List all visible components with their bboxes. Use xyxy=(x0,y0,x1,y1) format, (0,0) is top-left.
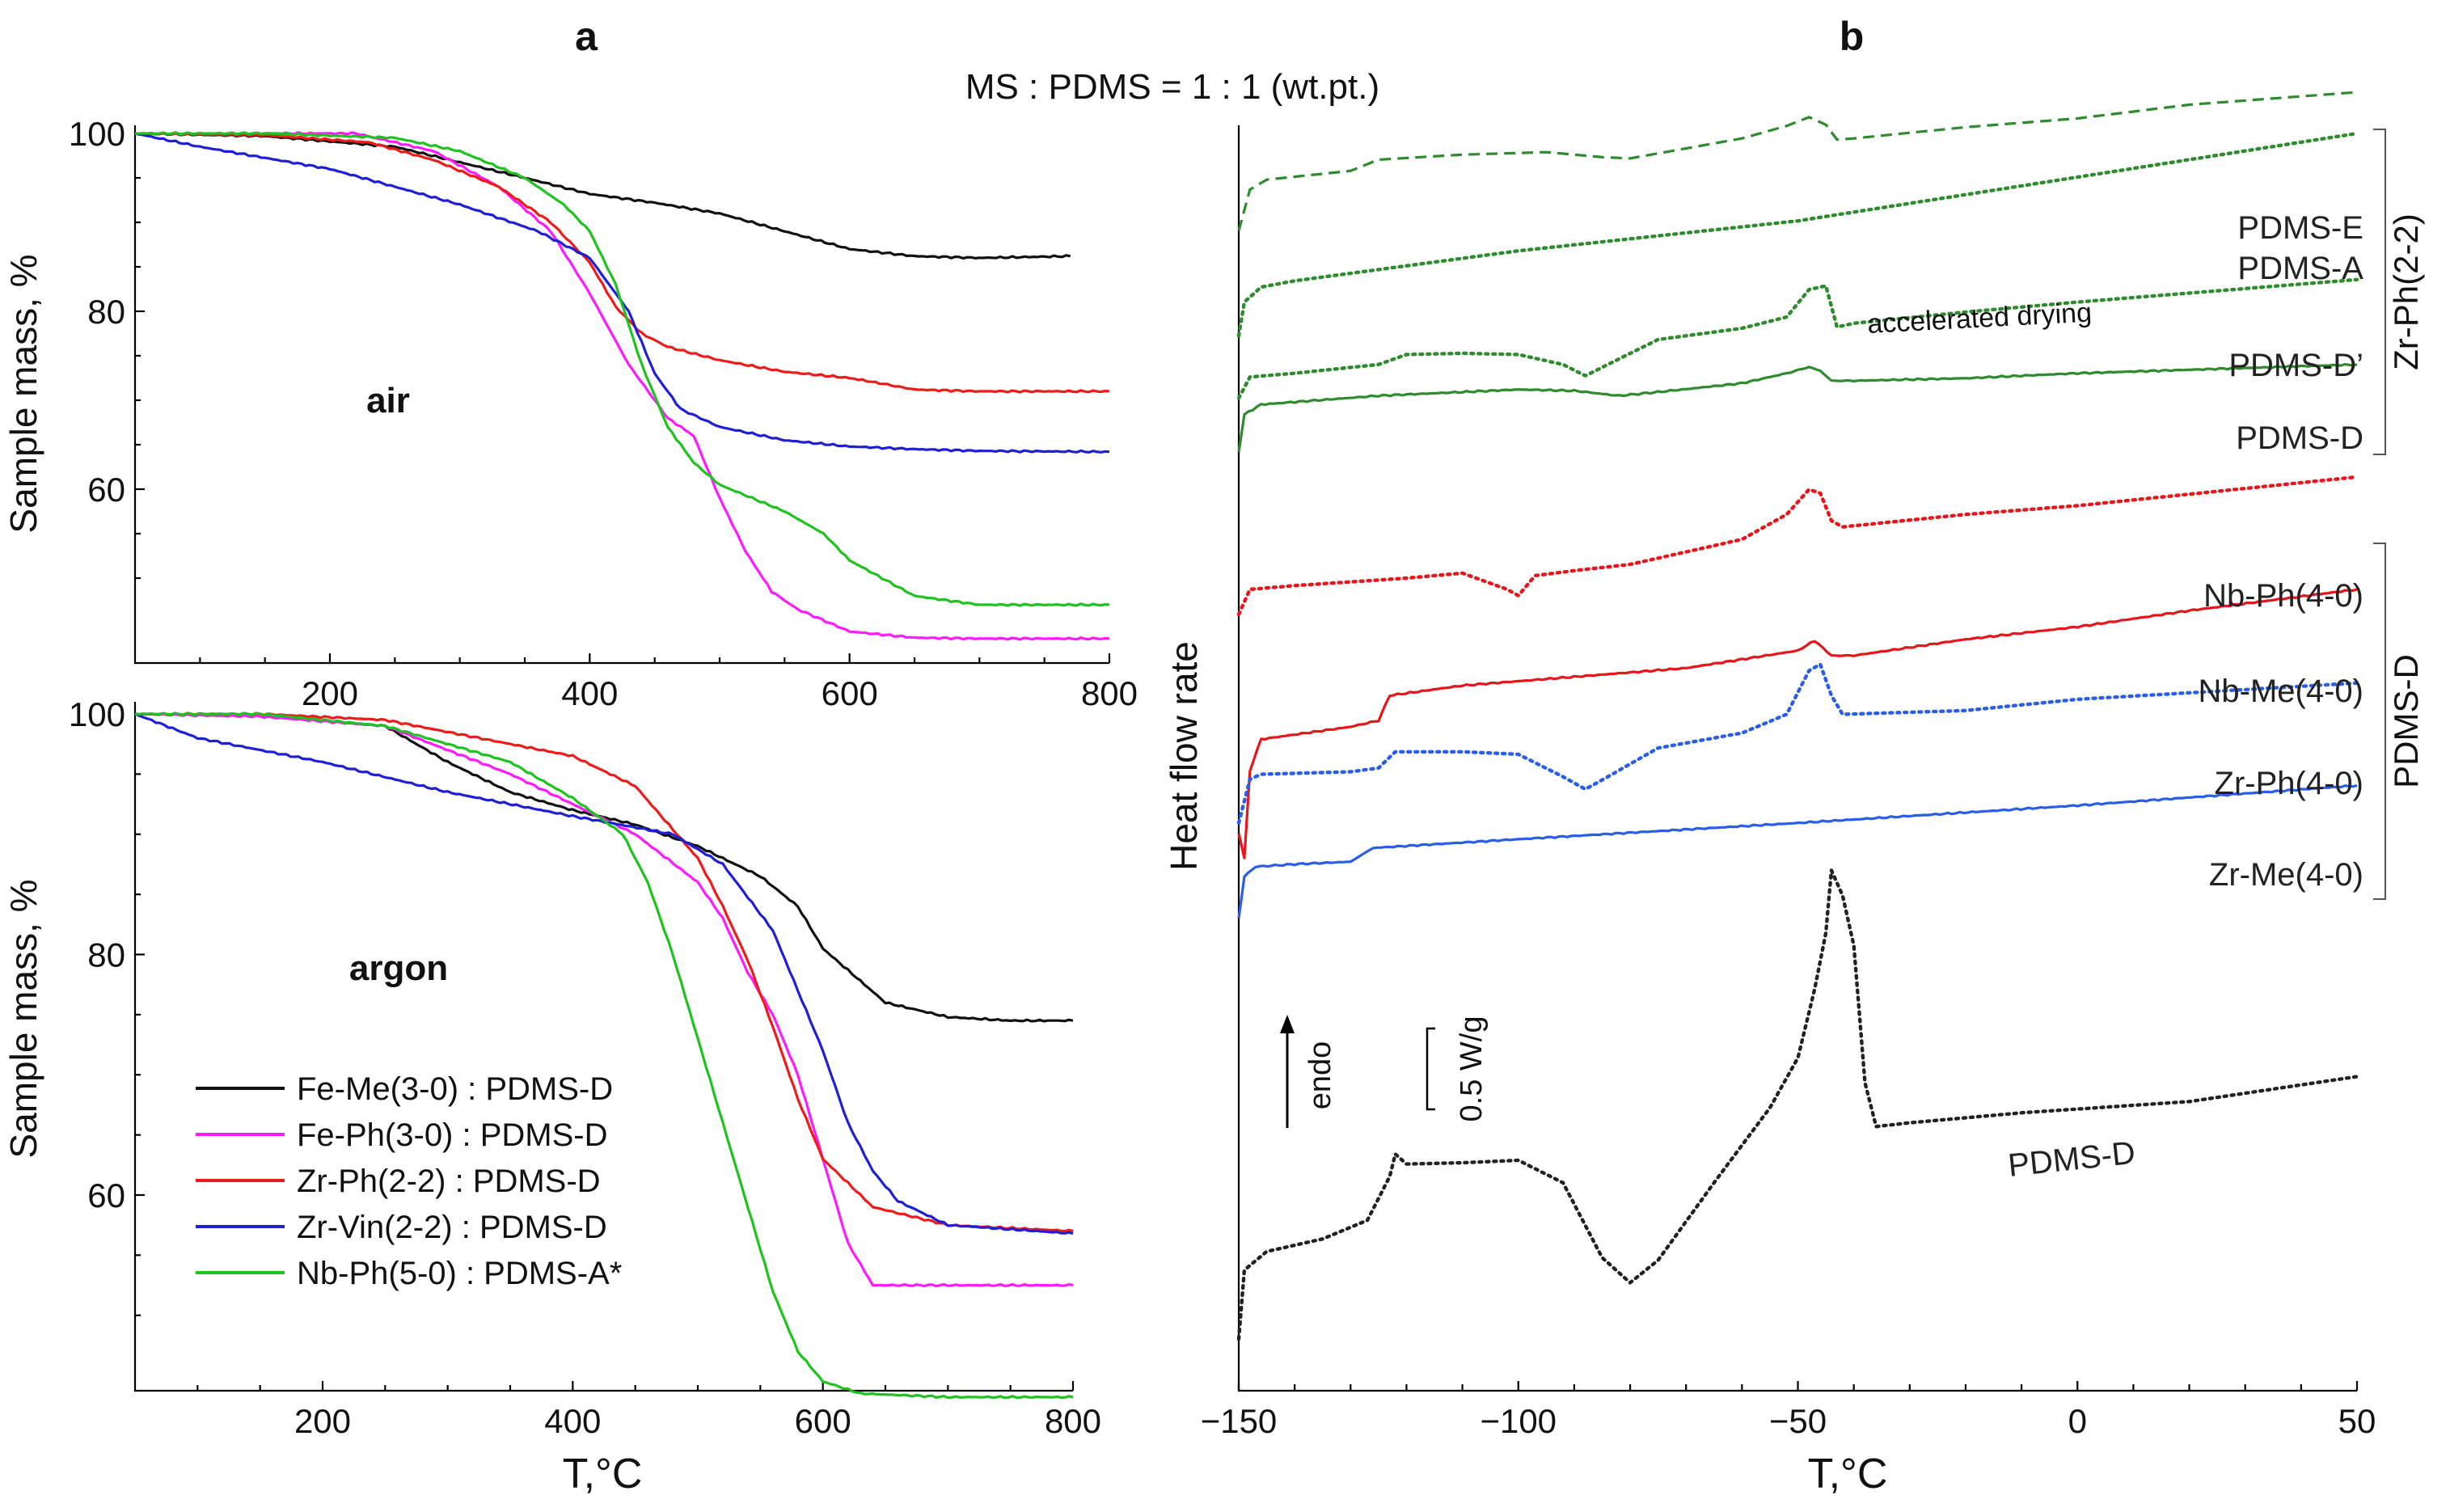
air-axes xyxy=(133,125,1109,665)
dsc-series-line-2 xyxy=(1236,131,2359,338)
series-line-air-3 xyxy=(134,131,1110,394)
group-bracket-pdms-d xyxy=(2373,543,2386,900)
series-line-air-2 xyxy=(134,131,1110,641)
x-tick-label: −150 xyxy=(1201,1402,1278,1440)
endo-label: endo xyxy=(1303,1041,1337,1110)
legend-item: Fe-Ph(3-0) : PDMS-D xyxy=(196,1117,608,1153)
annotation-accelerated-drying: accelerated drying xyxy=(1866,298,2092,340)
x-tick-label: −100 xyxy=(1480,1402,1557,1440)
dsc-series-line-9 xyxy=(1236,868,2359,1341)
x-tick-label: 600 xyxy=(822,674,878,712)
up-arrow-icon xyxy=(1280,1015,1295,1033)
group-bracket-zr-ph xyxy=(2373,129,2386,455)
y-tick-label: 80 xyxy=(87,293,125,331)
dsc-x-axis-label: T,°C xyxy=(1808,1451,1888,1497)
dsc-series-line-4 xyxy=(1237,362,2358,453)
dsc-axes xyxy=(1237,125,2357,1392)
x-tick-label: 600 xyxy=(795,1402,851,1440)
series-line-argon-5 xyxy=(134,712,1074,1400)
y-tick-label: 100 xyxy=(69,115,125,153)
dsc-series-line-7 xyxy=(1236,662,2359,825)
dsc-y-axis-label: Heat flow rate xyxy=(1163,641,1205,871)
series-label-zr-me: Zr-Me(4-0) xyxy=(2209,857,2363,893)
x-tick-label: −50 xyxy=(1769,1402,1827,1440)
series-label-pdms-d-zr: PDMS-D xyxy=(2236,420,2363,456)
dsc-series-line-8 xyxy=(1237,783,2358,919)
x-tick-label: 400 xyxy=(544,1402,601,1440)
y-tick-label: 100 xyxy=(69,695,125,733)
figure-title: MS : PDMS = 1 : 1 (wt.pt.) xyxy=(965,67,1379,107)
series-label-nb-me: Nb-Me(4-0) xyxy=(2199,674,2363,709)
series-line-argon-3 xyxy=(134,712,1074,1233)
legend-label: Fe-Ph(3-0) : PDMS-D xyxy=(297,1117,608,1153)
endo-indicator: endo xyxy=(1280,1015,1337,1128)
panel-a-letter: a xyxy=(575,14,598,59)
dsc-series-line-5 xyxy=(1236,475,2359,616)
x-tick-label: 400 xyxy=(561,674,618,712)
dsc-series-line-1 xyxy=(1237,91,2358,231)
series-line-air-4 xyxy=(134,132,1110,454)
dsc-series-line-3 xyxy=(1236,277,2359,400)
legend-item: Fe-Me(3-0) : PDMS-D xyxy=(196,1071,613,1107)
series-line-air-1 xyxy=(134,132,1071,260)
dsc-series-line-6 xyxy=(1237,588,2358,859)
series-label-pdms-d-neat: PDMS-D xyxy=(2006,1135,2137,1184)
argon-x-axis-label: T,°C xyxy=(563,1451,643,1497)
scale-bar: 0.5 W/g xyxy=(1426,1016,1489,1122)
argon-condition-label: argon xyxy=(349,948,448,988)
x-tick-label: 200 xyxy=(294,1402,351,1440)
series-line-argon-4 xyxy=(134,712,1074,1235)
legend-label: Zr-Ph(2-2) : PDMS-D xyxy=(297,1164,601,1199)
series-label-nb-ph: Nb-Ph(4-0) xyxy=(2203,578,2363,614)
tga-air-chart: 200 400 600 800 60 80 100 Sample mass, % air xyxy=(2,115,1138,712)
legend-label: Zr-Vin(2-2) : PDMS-D xyxy=(297,1210,607,1245)
series-line-argon-1 xyxy=(134,712,1074,1023)
legend-label: Fe-Me(3-0) : PDMS-D xyxy=(297,1071,613,1107)
panel-b-letter: b xyxy=(1840,14,1865,59)
legend-item: Zr-Ph(2-2) : PDMS-D xyxy=(196,1164,601,1199)
dsc-x-ticks: −150 −100 −50 0 50 xyxy=(1201,1381,2376,1440)
x-tick-label: 50 xyxy=(2338,1402,2376,1440)
air-x-ticks: 200 400 600 800 xyxy=(199,653,1138,712)
argon-y-ticks: 60 80 100 xyxy=(69,695,145,1316)
scale-bar-label: 0.5 W/g xyxy=(1455,1016,1489,1122)
air-y-axis-label: Sample mass, % xyxy=(2,254,44,533)
air-y-ticks: 60 80 100 xyxy=(69,115,145,580)
group-label-pdms-d: PDMS-D xyxy=(2387,654,2425,788)
series-label-pdms-a: PDMS-A xyxy=(2237,251,2363,286)
y-tick-label: 60 xyxy=(87,1176,125,1214)
x-tick-label: 800 xyxy=(1081,674,1138,712)
series-label-zr-ph: Zr-Ph(4-0) xyxy=(2215,766,2363,801)
y-tick-label: 80 xyxy=(87,936,125,974)
dsc-series-group xyxy=(1236,91,2359,1341)
group-label-zr-ph: Zr-Ph(2-2) xyxy=(2387,213,2425,370)
series-line-air-5 xyxy=(134,131,1110,607)
series-label-pdms-d-prime: PDMS-D’ xyxy=(2228,348,2363,383)
series-line-argon-2 xyxy=(134,712,1074,1288)
scale-bar-bracket xyxy=(1426,1027,1435,1111)
x-tick-label: 0 xyxy=(2068,1402,2087,1440)
legend: Fe-Me(3-0) : PDMS-D Fe-Ph(3-0) : PDMS-D … xyxy=(196,1071,622,1291)
legend-item: Nb-Ph(5-0) : PDMS-A* xyxy=(196,1256,622,1291)
air-condition-label: air xyxy=(366,381,410,420)
argon-y-axis-label: Sample mass, % xyxy=(2,879,44,1158)
tga-argon-chart: 200 400 600 800 60 80 100 Sample mass, % argo… xyxy=(2,695,1101,1497)
legend-item: Zr-Vin(2-2) : PDMS-D xyxy=(196,1210,607,1245)
y-tick-label: 60 xyxy=(87,471,125,509)
legend-label: Nb-Ph(5-0) : PDMS-A* xyxy=(297,1256,622,1291)
dsc-chart: −150 −100 −50 0 50 Heat flow rate T,°C PDMS-… xyxy=(1163,91,2425,1497)
series-label-pdms-e: PDMS-E xyxy=(2237,210,2363,246)
argon-x-ticks: 200 400 600 800 xyxy=(196,1381,1101,1440)
argon-series-group xyxy=(134,712,1074,1400)
air-series-group xyxy=(134,131,1110,641)
x-tick-label: 800 xyxy=(1045,1402,1101,1440)
x-tick-label: 200 xyxy=(302,674,358,712)
